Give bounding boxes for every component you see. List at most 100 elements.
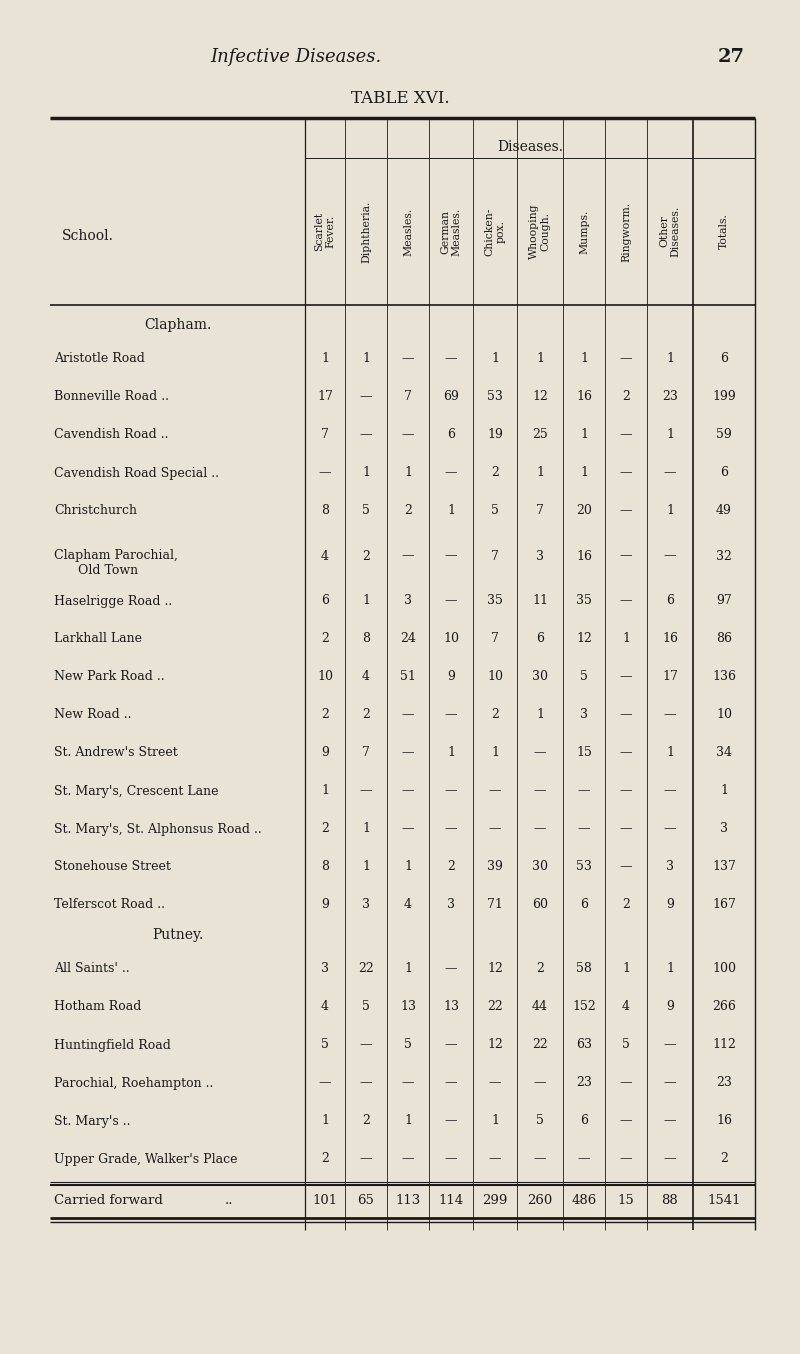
Text: 1: 1 <box>580 352 588 366</box>
Text: 2: 2 <box>622 899 630 911</box>
Text: —: — <box>534 784 546 798</box>
Text: —: — <box>620 550 632 562</box>
Text: —: — <box>534 746 546 760</box>
Text: Upper Grade, Walker's Place: Upper Grade, Walker's Place <box>54 1152 238 1166</box>
Text: Haselrigge Road ..: Haselrigge Road .. <box>54 594 172 608</box>
Text: 1: 1 <box>447 746 455 760</box>
Text: —: — <box>620 467 632 479</box>
Text: 19: 19 <box>487 428 503 441</box>
Text: 1: 1 <box>666 352 674 366</box>
Text: —: — <box>402 550 414 562</box>
Text: 30: 30 <box>532 670 548 684</box>
Text: —: — <box>664 784 676 798</box>
Text: 5: 5 <box>622 1039 630 1052</box>
Text: St. Mary's ..: St. Mary's .. <box>54 1114 130 1128</box>
Text: 23: 23 <box>576 1076 592 1090</box>
Text: ..: .. <box>225 1193 234 1206</box>
Text: Diphtheria.: Diphtheria. <box>361 200 371 263</box>
Text: 266: 266 <box>712 1001 736 1014</box>
Text: 27: 27 <box>718 47 745 66</box>
Text: 1: 1 <box>362 594 370 608</box>
Text: 5: 5 <box>362 1001 370 1014</box>
Text: 3: 3 <box>536 550 544 562</box>
Text: 299: 299 <box>482 1193 508 1206</box>
Text: 6: 6 <box>720 467 728 479</box>
Text: 58: 58 <box>576 963 592 975</box>
Text: 25: 25 <box>532 428 548 441</box>
Text: 112: 112 <box>712 1039 736 1052</box>
Text: 86: 86 <box>716 632 732 646</box>
Text: 486: 486 <box>571 1193 597 1206</box>
Text: 101: 101 <box>313 1193 338 1206</box>
Text: —: — <box>402 746 414 760</box>
Text: 1: 1 <box>491 1114 499 1128</box>
Text: 2: 2 <box>321 708 329 722</box>
Text: Cavendish Road Special ..: Cavendish Road Special .. <box>54 467 219 479</box>
Text: 10: 10 <box>317 670 333 684</box>
Text: —: — <box>360 1076 372 1090</box>
Text: 10: 10 <box>487 670 503 684</box>
Text: 2: 2 <box>491 467 499 479</box>
Text: 12: 12 <box>487 1039 503 1052</box>
Text: 3: 3 <box>321 963 329 975</box>
Text: Putney.: Putney. <box>152 927 203 942</box>
Text: —: — <box>360 784 372 798</box>
Text: 2: 2 <box>404 505 412 517</box>
Text: 51: 51 <box>400 670 416 684</box>
Text: 69: 69 <box>443 390 459 403</box>
Text: New Park Road ..: New Park Road .. <box>54 670 165 684</box>
Text: —: — <box>534 822 546 835</box>
Text: —: — <box>664 1076 676 1090</box>
Text: Cavendish Road ..: Cavendish Road .. <box>54 428 169 441</box>
Text: 35: 35 <box>487 594 503 608</box>
Text: 2: 2 <box>622 390 630 403</box>
Text: 6: 6 <box>666 594 674 608</box>
Text: —: — <box>402 428 414 441</box>
Text: Clapham.: Clapham. <box>144 318 211 332</box>
Text: —: — <box>620 594 632 608</box>
Text: 88: 88 <box>662 1193 678 1206</box>
Text: 16: 16 <box>576 390 592 403</box>
Text: 1: 1 <box>404 1114 412 1128</box>
Text: 15: 15 <box>576 746 592 760</box>
Text: 137: 137 <box>712 861 736 873</box>
Text: 3: 3 <box>580 708 588 722</box>
Text: —: — <box>318 1076 331 1090</box>
Text: 24: 24 <box>400 632 416 646</box>
Text: 23: 23 <box>662 390 678 403</box>
Text: 5: 5 <box>404 1039 412 1052</box>
Text: Huntingfield Road: Huntingfield Road <box>54 1039 171 1052</box>
Text: 5: 5 <box>580 670 588 684</box>
Text: 8: 8 <box>321 861 329 873</box>
Text: 1: 1 <box>536 708 544 722</box>
Text: 199: 199 <box>712 390 736 403</box>
Text: —: — <box>620 428 632 441</box>
Text: 6: 6 <box>321 594 329 608</box>
Text: —: — <box>445 708 458 722</box>
Text: 9: 9 <box>666 899 674 911</box>
Text: New Road ..: New Road .. <box>54 708 131 722</box>
Text: —: — <box>402 784 414 798</box>
Text: School.: School. <box>62 229 114 244</box>
Text: 65: 65 <box>358 1193 374 1206</box>
Text: 10: 10 <box>716 708 732 722</box>
Text: —: — <box>445 1076 458 1090</box>
Text: Aristotle Road: Aristotle Road <box>54 352 145 366</box>
Text: German
Measles.: German Measles. <box>440 207 462 256</box>
Text: Chicken-
pox.: Chicken- pox. <box>484 207 506 256</box>
Text: 53: 53 <box>487 390 503 403</box>
Text: —: — <box>445 467 458 479</box>
Text: —: — <box>489 1152 502 1166</box>
Text: 1: 1 <box>491 352 499 366</box>
Text: Christchurch: Christchurch <box>54 505 137 517</box>
Text: 59: 59 <box>716 428 732 441</box>
Text: 23: 23 <box>716 1076 732 1090</box>
Text: TABLE XVI.: TABLE XVI. <box>350 89 450 107</box>
Text: 8: 8 <box>321 505 329 517</box>
Text: —: — <box>620 1076 632 1090</box>
Text: 9: 9 <box>666 1001 674 1014</box>
Text: 2: 2 <box>362 708 370 722</box>
Text: 1: 1 <box>404 467 412 479</box>
Text: —: — <box>445 352 458 366</box>
Text: 12: 12 <box>487 963 503 975</box>
